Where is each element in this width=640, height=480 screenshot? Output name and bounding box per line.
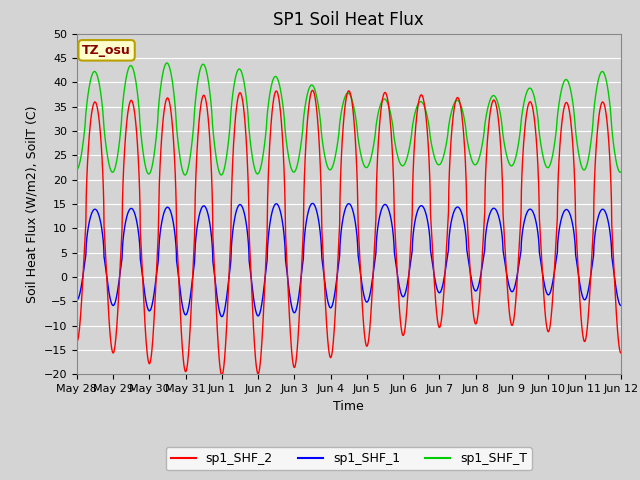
sp1_SHF_2 bbox=[617, 350, 625, 356]
sp1_SHF_T bbox=[607, 108, 614, 113]
sp1_SHF_1 bbox=[135, 232, 143, 238]
sp1_SHF_1 bbox=[167, 210, 175, 216]
sp1_SHF_T bbox=[548, 156, 556, 162]
sp1_SHF_1 bbox=[305, 205, 313, 211]
sp1_SHF_2 bbox=[218, 372, 226, 378]
Line: sp1_SHF_T: sp1_SHF_T bbox=[77, 63, 621, 175]
sp1_SHF_2 bbox=[308, 87, 316, 93]
Line: sp1_SHF_1: sp1_SHF_1 bbox=[77, 204, 621, 317]
sp1_SHF_1 bbox=[73, 297, 81, 303]
Y-axis label: Soil Heat Flux (W/m2), SoilT (C): Soil Heat Flux (W/m2), SoilT (C) bbox=[25, 105, 38, 303]
sp1_SHF_T bbox=[282, 133, 290, 139]
sp1_SHF_1 bbox=[617, 302, 625, 308]
sp1_SHF_T bbox=[305, 85, 313, 91]
sp1_SHF_T bbox=[617, 169, 625, 175]
sp1_SHF_1 bbox=[607, 233, 614, 239]
sp1_SHF_T bbox=[73, 167, 81, 173]
Title: SP1 Soil Heat Flux: SP1 Soil Heat Flux bbox=[273, 11, 424, 29]
sp1_SHF_2 bbox=[73, 338, 81, 344]
sp1_SHF_2 bbox=[548, 306, 556, 312]
sp1_SHF_1 bbox=[548, 284, 556, 289]
Text: TZ_osu: TZ_osu bbox=[82, 44, 131, 57]
sp1_SHF_1 bbox=[308, 201, 316, 206]
sp1_SHF_1 bbox=[282, 258, 289, 264]
sp1_SHF_2 bbox=[305, 100, 313, 106]
sp1_SHF_2 bbox=[282, 231, 289, 237]
sp1_SHF_2 bbox=[135, 167, 143, 173]
sp1_SHF_2 bbox=[607, 169, 614, 175]
sp1_SHF_T bbox=[168, 72, 175, 78]
Line: sp1_SHF_2: sp1_SHF_2 bbox=[77, 90, 621, 375]
sp1_SHF_T bbox=[181, 172, 189, 178]
sp1_SHF_T bbox=[163, 60, 171, 66]
sp1_SHF_T bbox=[135, 103, 143, 109]
X-axis label: Time: Time bbox=[333, 400, 364, 413]
Legend: sp1_SHF_2, sp1_SHF_1, sp1_SHF_T: sp1_SHF_2, sp1_SHF_1, sp1_SHF_T bbox=[166, 447, 532, 470]
sp1_SHF_1 bbox=[218, 314, 226, 320]
sp1_SHF_2 bbox=[167, 110, 175, 116]
